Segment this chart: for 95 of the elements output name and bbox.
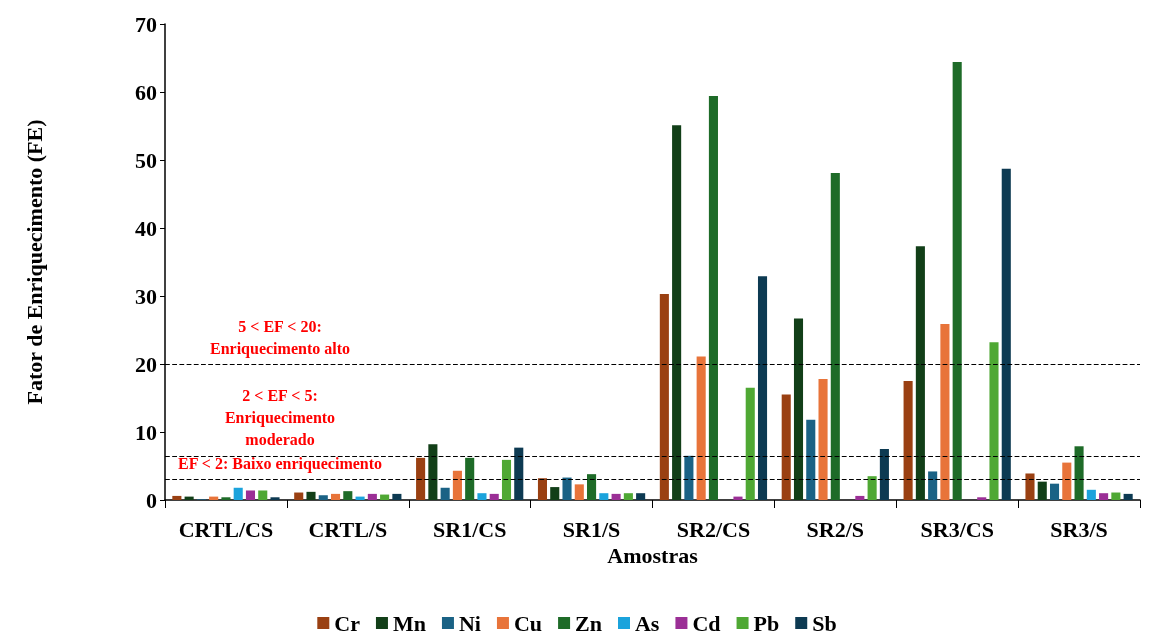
bar — [672, 125, 682, 500]
y-tick-label: 20 — [135, 351, 157, 377]
bar — [550, 487, 560, 500]
legend-label: As — [634, 610, 660, 636]
ref-line-label: EF < 2: Baixo enriquecimento — [177, 455, 383, 474]
bar — [928, 471, 938, 500]
bar — [233, 487, 243, 500]
x-tick-label: SR1/CS — [433, 516, 507, 542]
bar — [915, 246, 925, 500]
bar — [977, 497, 987, 500]
bar — [465, 457, 475, 500]
bar — [1037, 481, 1047, 500]
bar — [952, 62, 962, 500]
y-axis-title: Fator de Enriquecimento (FE) — [21, 119, 47, 405]
bar — [623, 493, 633, 500]
bar — [343, 491, 353, 500]
bar — [501, 459, 512, 500]
bar — [1111, 492, 1121, 500]
bar — [452, 470, 462, 500]
bar — [745, 387, 755, 500]
y-tick-label: 40 — [135, 215, 157, 241]
bar — [1049, 483, 1060, 500]
bar — [636, 493, 646, 500]
bar — [587, 474, 597, 500]
legend-label: Pb — [753, 610, 780, 636]
bar — [318, 495, 328, 500]
bar — [708, 96, 718, 500]
y-tick-label: 70 — [135, 11, 157, 37]
bar — [221, 497, 231, 500]
bar — [477, 493, 487, 500]
bar — [1086, 489, 1096, 500]
bar — [659, 293, 669, 500]
bar — [611, 493, 621, 500]
legend-label: Cr — [334, 610, 361, 636]
ref-line-label: 2 < EF < 5: Enriquecimento moderado — [224, 387, 336, 449]
bar — [879, 449, 889, 500]
bar — [294, 492, 304, 500]
bar — [1001, 168, 1011, 500]
bar — [331, 493, 341, 500]
bar — [757, 276, 768, 500]
bar — [1062, 462, 1072, 500]
bar — [599, 493, 609, 500]
bar — [855, 495, 865, 500]
x-tick-label: CRTL/S — [308, 516, 388, 542]
bar — [1123, 493, 1133, 500]
bar — [489, 493, 499, 500]
bar — [392, 493, 402, 500]
legend-label: Cd — [692, 610, 721, 636]
bar — [806, 419, 816, 500]
bar — [793, 318, 804, 500]
x-tick-label: SR3/CS — [920, 516, 994, 542]
ref-line-label: 5 < EF < 20: Enriquecimento alto — [210, 317, 350, 358]
bar — [1025, 473, 1035, 500]
bar — [367, 493, 377, 500]
bar — [574, 484, 584, 500]
bar — [867, 476, 877, 500]
bar — [781, 394, 791, 500]
bar — [306, 491, 316, 500]
y-tick-label: 10 — [135, 419, 157, 445]
bar — [537, 478, 548, 500]
y-tick-label: 0 — [146, 487, 157, 513]
legend-label: Mn — [392, 610, 426, 636]
bar — [733, 496, 743, 500]
bar — [903, 381, 913, 500]
x-tick-label: SR2/CS — [676, 516, 751, 542]
bar — [940, 323, 950, 500]
bar — [1099, 493, 1109, 500]
legend-label: Cu — [513, 610, 543, 636]
bar — [830, 172, 840, 500]
y-tick-label: 60 — [135, 79, 157, 105]
legend-label: Zn — [575, 610, 602, 636]
bar — [684, 455, 694, 500]
y-tick-label: 50 — [135, 147, 157, 173]
y-tick-label: 30 — [135, 283, 157, 309]
bar — [696, 356, 706, 500]
legend-label: Ni — [458, 610, 481, 636]
bar — [416, 457, 426, 500]
x-tick-label: CRTL/CS — [178, 516, 274, 542]
x-tick-label: SR2/S — [806, 516, 865, 542]
bar — [172, 495, 182, 500]
bar — [270, 497, 280, 500]
bar — [562, 477, 572, 500]
bar — [245, 490, 256, 500]
bar — [818, 378, 828, 500]
x-tick-label: SR1/S — [562, 516, 621, 542]
legend-label: Sb — [812, 610, 837, 636]
bar — [258, 490, 268, 500]
bar — [989, 342, 999, 500]
bar — [380, 494, 390, 500]
x-axis-title: Amostras — [607, 543, 699, 569]
x-tick-label: SR3/S — [1050, 516, 1108, 542]
bar — [428, 444, 438, 500]
bar — [1074, 446, 1084, 500]
bar — [514, 447, 524, 500]
bar — [440, 487, 450, 500]
